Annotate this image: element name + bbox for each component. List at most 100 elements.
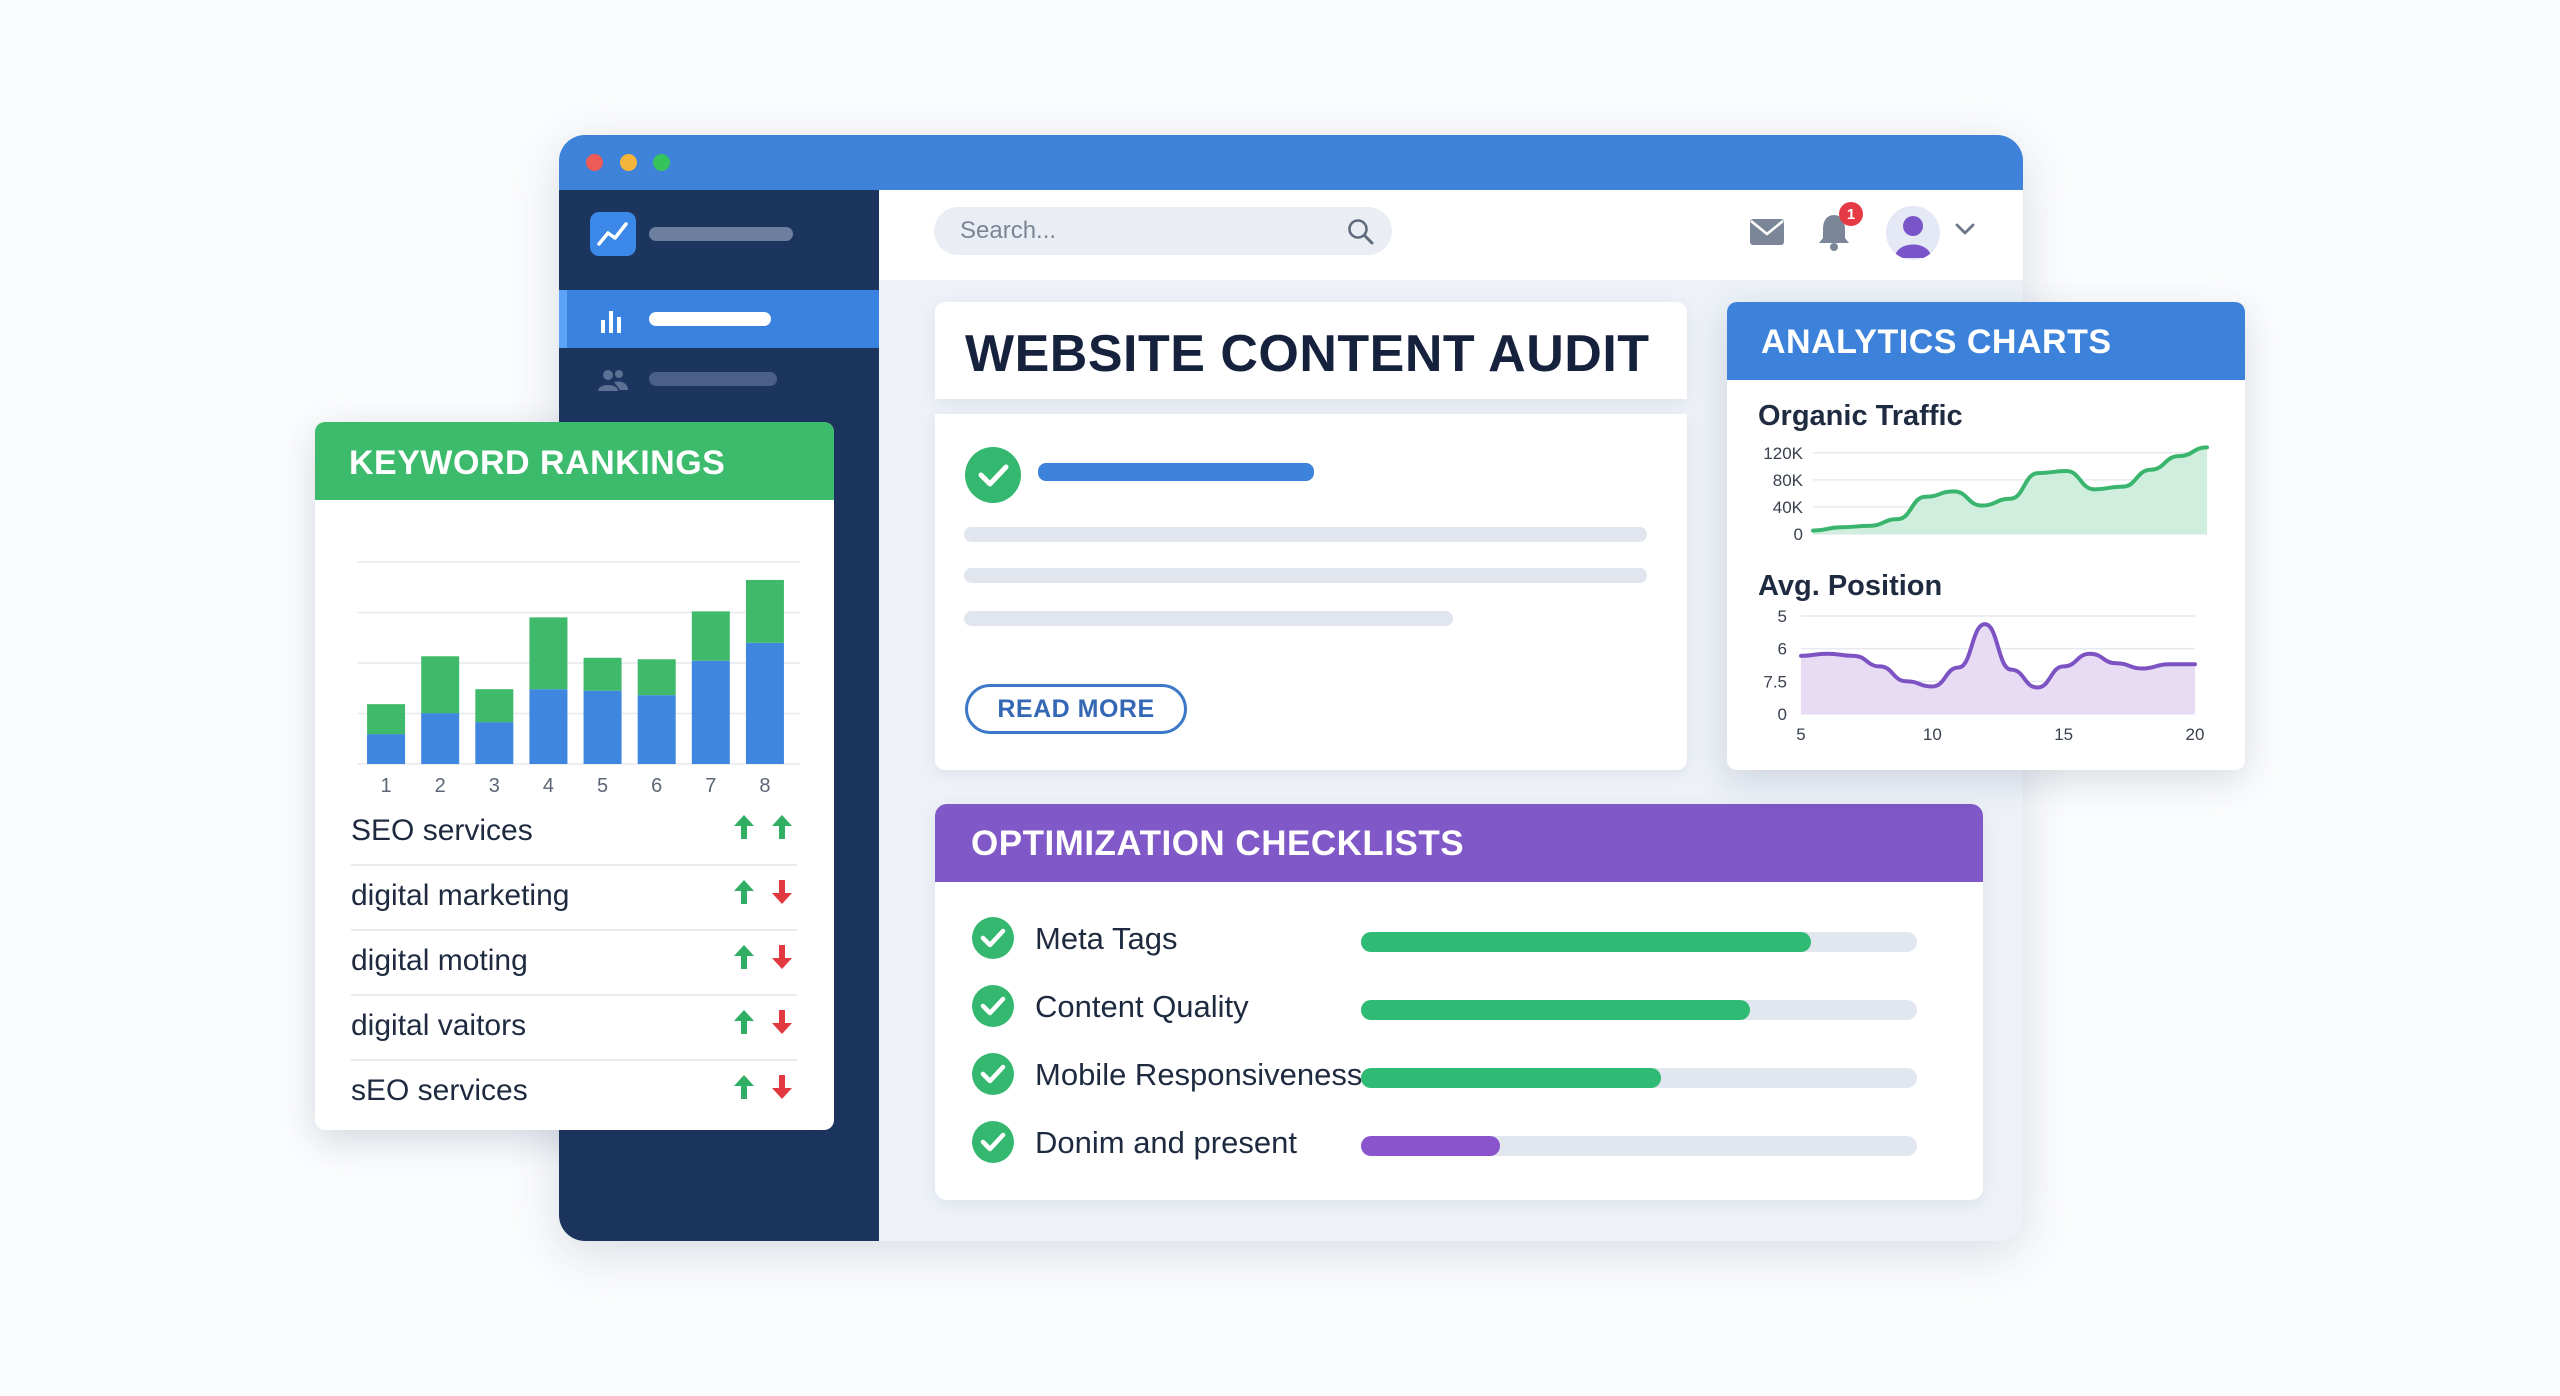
chart-area-fill — [1801, 624, 2195, 714]
chart-x-tick-label: 5 — [1796, 725, 1805, 744]
chart-x-tick-label: 8 — [759, 775, 770, 797]
analytics-charts-card: ANALYTICS CHARTS Organic Traffic 120K 80K… — [1727, 302, 2245, 770]
chart-x-tick-label: 1 — [381, 775, 392, 797]
progress-bar — [1361, 1000, 1917, 1020]
progress-bar — [1361, 1068, 1917, 1088]
notifications-button[interactable]: 1 — [1817, 202, 1863, 254]
chart-bar-segment — [691, 660, 730, 764]
text-placeholder-line — [964, 611, 1453, 626]
arrow-down-icon — [772, 945, 792, 969]
progress-bar-fill — [1361, 1000, 1751, 1020]
chart-bar-segment — [367, 704, 406, 735]
mail-icon[interactable] — [1749, 218, 1785, 246]
arrow-down-icon — [772, 880, 792, 904]
check-circle-icon — [972, 1053, 1014, 1095]
checklist-item[interactable]: Meta Tags — [971, 916, 1971, 960]
chart-y-tick-label: 0 — [1794, 525, 1803, 544]
chart-x-tick-label: 7 — [705, 775, 716, 797]
notification-badge: 1 — [1839, 202, 1863, 226]
avg-position-chart: 567.505 10 15 20 — [1763, 607, 2205, 744]
chart-bar-segment — [637, 659, 676, 696]
chart-y-tick-label: 6 — [1778, 640, 1787, 659]
checklist-item[interactable]: Donim and present — [971, 1120, 1971, 1164]
chart-x-tick-label: 2 — [435, 775, 446, 797]
chart-bar-segment — [637, 695, 676, 764]
chart-y-tick-label: 0 — [1778, 705, 1787, 724]
arrow-up-icon — [734, 1075, 754, 1099]
chart-x-tick-label: 3 — [489, 775, 500, 797]
keyword-row[interactable]: digital marketing — [351, 865, 797, 931]
arrow-up-icon — [734, 815, 754, 839]
chart-bar-segment — [421, 656, 460, 714]
check-circle-icon — [972, 1121, 1014, 1163]
optimization-checklists-card: OPTIMIZATION CHECKLISTS Meta Tags Content… — [935, 804, 1983, 1200]
keyword-label: SEO services — [351, 814, 533, 847]
sidebar-item-analytics-label — [649, 312, 771, 326]
user-icon — [1895, 216, 1931, 258]
search-button[interactable] — [1346, 217, 1376, 252]
app-logo[interactable] — [590, 212, 636, 256]
arrow-up-icon — [734, 880, 754, 904]
progress-bar-fill — [1361, 1068, 1662, 1088]
maximize-window-button[interactable] — [653, 154, 670, 171]
chevron-down-icon[interactable] — [1954, 222, 1976, 236]
organic-traffic-chart: 120K 80K 40K 0 — [1763, 444, 2209, 544]
chart-y-tick-label: 40K — [1773, 498, 1804, 517]
keyword-label: digital moting — [351, 944, 528, 977]
chart-x-tick-label: 20 — [2186, 725, 2205, 744]
keyword-rankings-header: KEYWORD RANKINGS — [315, 422, 834, 500]
chart-y-tick-label: 7.5 — [1763, 672, 1787, 691]
chart-x-tick-label: 4 — [543, 775, 554, 797]
chart-bar-segment — [583, 657, 622, 691]
progress-bar-fill — [1361, 1136, 1500, 1156]
keyword-row[interactable]: sEO services — [351, 1060, 797, 1124]
chart-x-tick-label: 15 — [2054, 725, 2073, 744]
chart-bar-segment — [529, 617, 568, 690]
app-name-placeholder — [649, 227, 793, 241]
checklist-item-label: Meta Tags — [1035, 921, 1178, 956]
keyword-row[interactable]: digital moting — [351, 930, 797, 996]
check-circle-icon — [972, 917, 1014, 959]
checklist-item-label: Donim and present — [1035, 1125, 1297, 1160]
progress-bar — [1361, 932, 1917, 952]
arrow-up-icon — [734, 945, 754, 969]
chart-series-line — [1811, 445, 2209, 533]
keyword-label: digital vaitors — [351, 1009, 527, 1042]
chart-area-fill — [1813, 447, 2207, 534]
organic-traffic-title: Organic Traffic — [1758, 400, 1963, 432]
close-window-button[interactable] — [586, 154, 603, 171]
arrow-down-icon — [772, 1075, 792, 1099]
chart-bar-segment — [691, 611, 730, 661]
audit-title-card: WEBSITE CONTENT AUDIT — [935, 302, 1687, 399]
chart-y-tick-label: 5 — [1778, 607, 1787, 626]
keyword-row[interactable]: SEO services — [351, 800, 797, 866]
user-avatar[interactable] — [1886, 206, 1940, 260]
keyword-label: sEO services — [351, 1074, 528, 1107]
minimize-window-button[interactable] — [620, 154, 637, 171]
chart-bar-segment — [421, 713, 460, 764]
keyword-rankings-chart: 1 2 3 4 5 6 7 8 — [357, 561, 800, 797]
chart-series-line — [1799, 622, 2197, 690]
check-circle-icon — [972, 985, 1014, 1027]
chart-x-tick-label: 6 — [651, 775, 662, 797]
chart-bar-segment — [583, 690, 622, 764]
read-more-button[interactable]: READ MORE — [965, 684, 1187, 734]
keyword-label: digital marketing — [351, 879, 570, 912]
checklist-item-label: Content Quality — [1035, 989, 1249, 1024]
check-circle-icon — [965, 447, 1021, 503]
chart-bar-segment — [367, 734, 406, 764]
checklist-item[interactable]: Content Quality — [971, 984, 1971, 1028]
checklist-item-label: Mobile Responsiveness — [1035, 1057, 1363, 1092]
users-icon[interactable] — [595, 366, 631, 394]
checklist-item[interactable]: Mobile Responsiveness — [971, 1052, 1971, 1096]
page-title: WEBSITE CONTENT AUDIT — [965, 325, 1650, 383]
sidebar-item-users-label — [649, 372, 777, 386]
audit-status-bar — [1038, 463, 1314, 481]
chart-bar-segment — [475, 722, 514, 764]
trend-up-icon — [597, 222, 628, 246]
search-input[interactable] — [958, 216, 1342, 246]
search-box — [934, 207, 1392, 255]
analytics-header: ANALYTICS CHARTS — [1727, 302, 2245, 380]
keyword-rankings-title: KEYWORD RANKINGS — [349, 444, 726, 482]
keyword-row[interactable]: digital vaitors — [351, 995, 797, 1061]
